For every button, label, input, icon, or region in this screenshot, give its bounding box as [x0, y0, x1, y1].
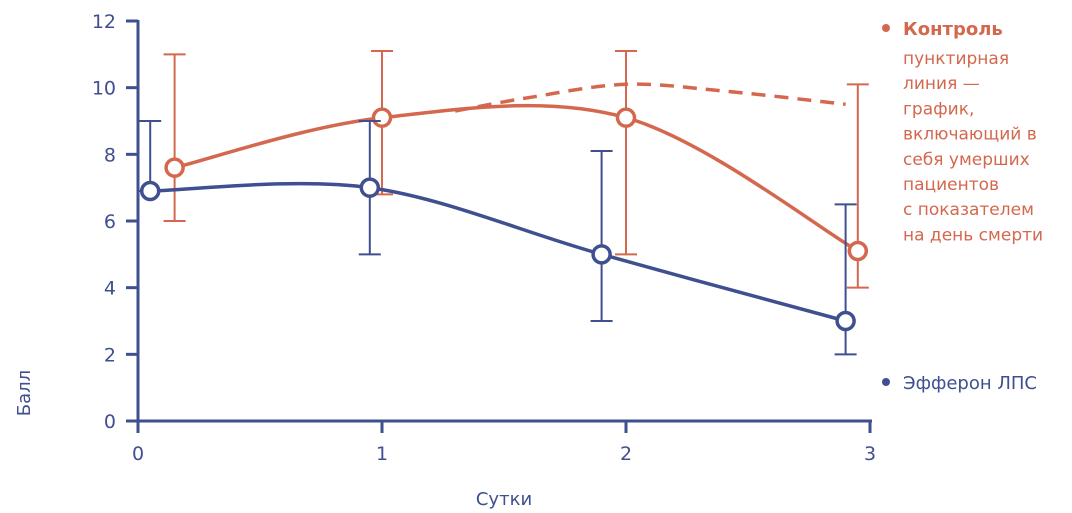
data-point — [835, 310, 856, 332]
y-tick-label: 8 — [104, 144, 116, 166]
legend-note-line: включающий в — [903, 125, 1037, 145]
legend-marker-efferon — [882, 378, 890, 386]
data-point — [359, 177, 381, 198]
y-tick-label: 0 — [104, 411, 116, 433]
y-tick-label: 12 — [92, 11, 116, 33]
x-tick-label: 3 — [864, 443, 876, 465]
legend-note-line: на день смерти — [903, 225, 1043, 245]
y-tick-label: 2 — [104, 344, 116, 366]
x-axis-title: Сутки — [476, 489, 532, 510]
legend-note-line: пунктирная — [903, 49, 1009, 69]
y-tick-label: 10 — [92, 78, 116, 100]
legend-note-line: пациентов — [903, 175, 999, 195]
legend: Контроль пунктирная линия — график, включающ… — [882, 19, 1043, 394]
data-point — [591, 244, 612, 265]
series-0 — [163, 50, 869, 289]
legend-marker-control — [882, 24, 890, 32]
data-point — [847, 240, 869, 262]
legend-note-line: себя умерших — [903, 150, 1030, 170]
data-point — [139, 180, 161, 202]
legend-label-efferon: Эфферон ЛПС — [903, 373, 1037, 394]
legend-note-line: график, — [903, 99, 974, 119]
data-point — [371, 107, 393, 128]
legend-note-line: линия — — [903, 74, 980, 94]
y-tick-label: 6 — [104, 211, 116, 233]
y-tick-label: 4 — [104, 278, 116, 300]
x-tick-label: 1 — [376, 443, 388, 465]
data-point — [615, 107, 637, 128]
x-tick-label: 2 — [620, 443, 632, 465]
data-point — [164, 157, 185, 178]
legend-label-control: Контроль — [903, 19, 1003, 40]
series-1 — [139, 120, 857, 356]
series-line — [174, 103, 859, 253]
x-tick-label: 0 — [132, 443, 144, 465]
y-axis-title: Балл — [14, 370, 35, 416]
series-layer — [139, 50, 869, 356]
series-dashed-line — [454, 82, 846, 113]
legend-note-line: с показателем — [903, 200, 1034, 220]
series-line — [150, 181, 847, 323]
legend-note-control: пунктирная линия — график, включающий в себя… — [903, 49, 1043, 245]
